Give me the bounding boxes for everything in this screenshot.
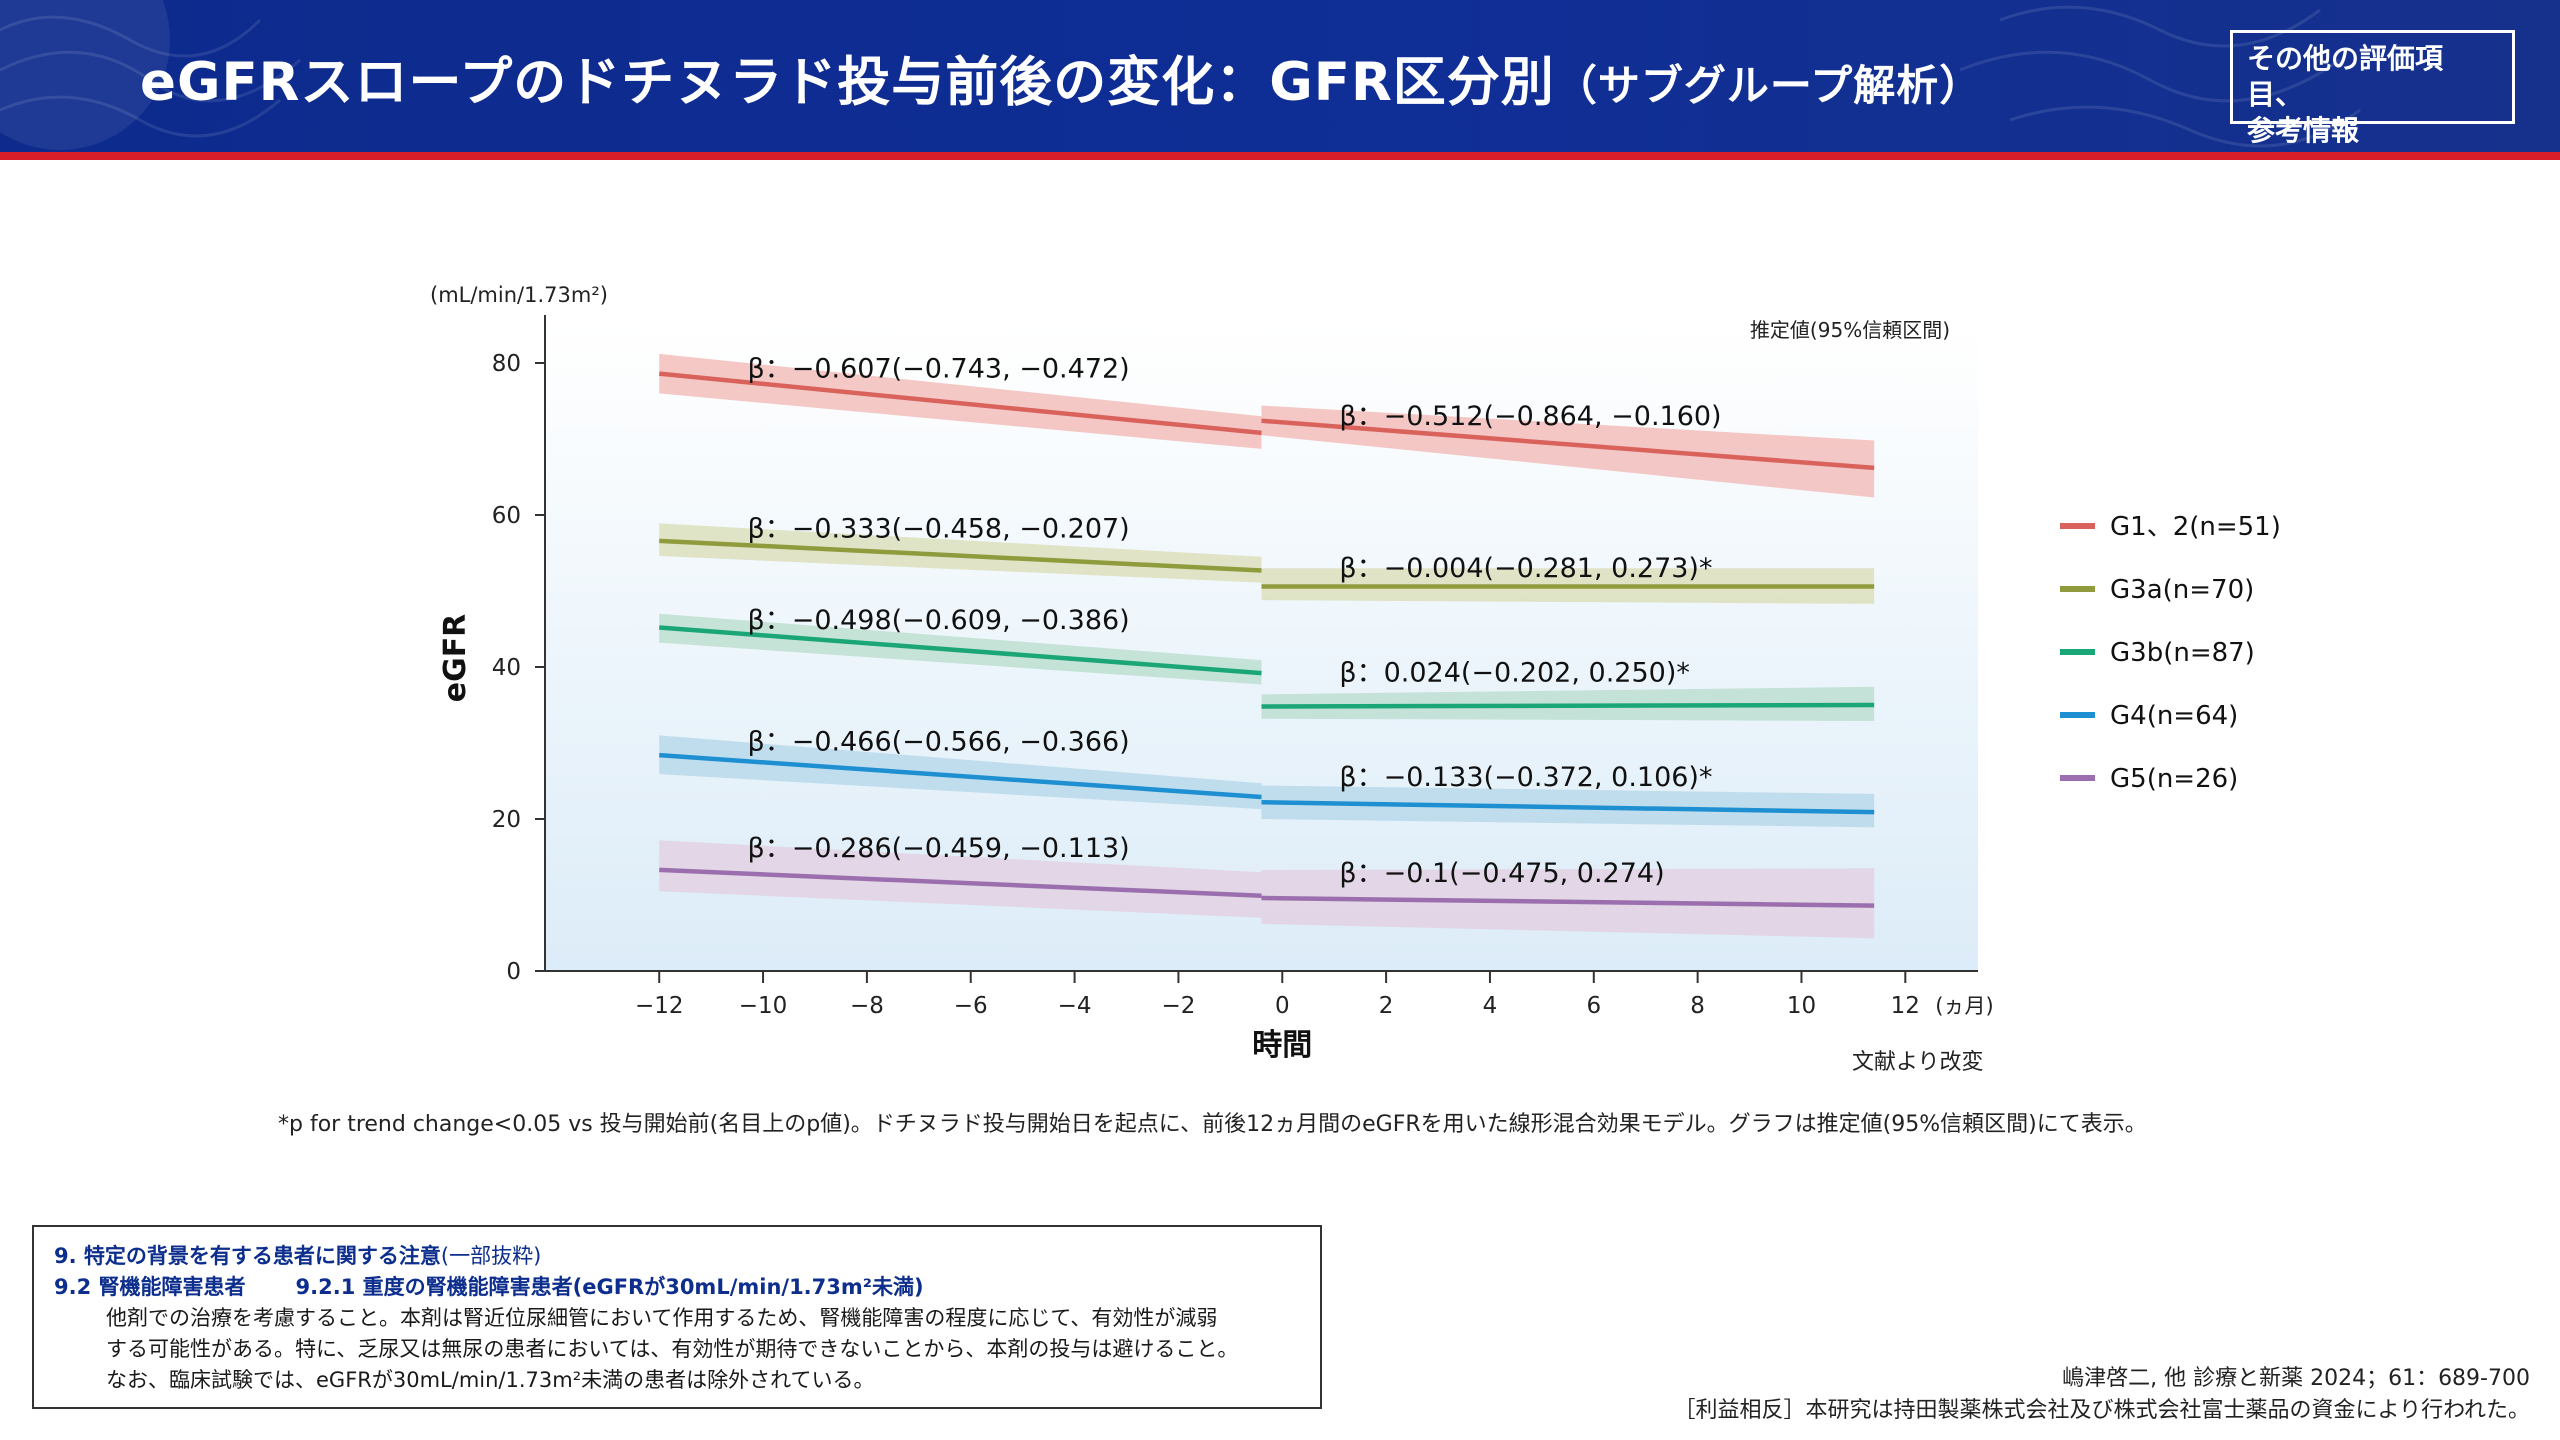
slope-label-post: β：−0.133(−0.372, 0.106)* xyxy=(1339,762,1712,793)
x-tick-label: 12 xyxy=(1891,993,1920,1019)
header-bar: eGFRスロープのドチヌラド投与前後の変化：GFR区分別（サブグループ解析） そ… xyxy=(0,0,2560,152)
y-unit-label: (mL/min/1.73m²) xyxy=(430,283,608,307)
caution-text-line: なお、臨床試験では、eGFRが30mL/min/1.73m²未満の患者は除外され… xyxy=(106,1368,875,1392)
ci-band-post xyxy=(1261,405,1875,498)
slope-label-post: β：−0.512(−0.864, −0.160) xyxy=(1339,401,1721,432)
ci-band-pre xyxy=(659,735,1262,810)
series-line-post xyxy=(1261,418,1875,471)
estimate-note: 推定値(95%信頼区間) xyxy=(1750,318,1950,342)
legend-label: G3b(n=87) xyxy=(2110,638,2255,668)
slope-label-post: β：−0.004(−0.281, 0.273)* xyxy=(1339,553,1712,584)
x-tick-label: 8 xyxy=(1690,993,1705,1019)
page-title: eGFRスロープのドチヌラド投与前後の変化：GFR区分別（サブグループ解析） xyxy=(140,52,1983,113)
wave-pattern-decoration xyxy=(0,0,2361,150)
x-tick-label: −2 xyxy=(1161,993,1195,1019)
series-line-post xyxy=(1261,702,1875,709)
y-tick-label: 40 xyxy=(492,655,521,681)
x-axis-label: 時間 xyxy=(1252,1028,1312,1063)
x-tick-label: −10 xyxy=(739,993,788,1019)
x-tick-label: 0 xyxy=(1275,993,1290,1019)
caution-text-line: 他剤での治療を考慮すること。本剤は腎近位尿細管において作用するため、腎機能障害の… xyxy=(106,1306,1218,1330)
legend-label: G3a(n=70) xyxy=(2110,575,2254,605)
caution-heading: 9. 特定の背景を有する患者に関する注意(一部抜粋) xyxy=(54,1244,542,1268)
x-tick-label: −4 xyxy=(1058,993,1092,1019)
series-line-pre xyxy=(659,752,1262,800)
series-line-post xyxy=(1261,895,1875,908)
slope-label-pre: β：−0.498(−0.609, −0.386) xyxy=(747,605,1129,636)
x-tick-label: 4 xyxy=(1483,993,1498,1019)
conflict-of-interest: ［利益相反］本研究は持田製薬株式会社及び株式会社富士薬品の資金により行われた。 xyxy=(1673,1398,2530,1423)
reference: 嶋津啓二, 他 診療と新薬 2024；61：689-700 ［利益相反］本研究は… xyxy=(1674,1363,2530,1427)
y-axis-label: eGFR xyxy=(438,614,473,703)
y-tick-label: 80 xyxy=(492,351,521,377)
slope-label-post: β：−0.1(−0.475, 0.274) xyxy=(1339,858,1664,889)
reference-citation: 嶋津啓二, 他 診療と新薬 2024；61：689-700 xyxy=(2062,1366,2530,1391)
slope-label-pre: β：−0.607(−0.743, −0.472) xyxy=(747,353,1129,384)
x-tick-label: −8 xyxy=(850,993,884,1019)
series-line-pre xyxy=(659,867,1262,899)
footnote: *p for trend change<0.05 vs 投与開始前(名目上のp値… xyxy=(278,1112,2147,1137)
y-tick-label: 20 xyxy=(492,807,521,833)
legend-label: G4(n=64) xyxy=(2110,701,2238,731)
slope-label-post: β：0.024(−0.202, 0.250)* xyxy=(1339,657,1689,688)
series-line-pre xyxy=(659,538,1262,573)
x-tick-label: 10 xyxy=(1787,993,1816,1019)
ci-band-pre xyxy=(659,840,1262,918)
series-line-post xyxy=(1261,800,1875,815)
y-tick-label: 0 xyxy=(506,959,521,985)
series-line-pre xyxy=(659,371,1262,436)
caution-box: 9. 特定の背景を有する患者に関する注意(一部抜粋) 9.2 腎機能障害患者 9.… xyxy=(32,1225,1322,1409)
egfr-slope-chart: 0 20 40 60 80 −12 −10 −8 −6 −4 −2 0 2 4 6 8 10 12 (ヵ月) 時間 eG… xyxy=(430,283,2281,1063)
category-tag: その他の評価項目、 参考情報 xyxy=(2230,30,2515,147)
legend-label: G5(n=26) xyxy=(2110,764,2238,794)
slope-label-pre: β：−0.466(−0.566, −0.366) xyxy=(747,726,1129,757)
x-unit-label: (ヵ月) xyxy=(1935,994,1993,1018)
series-line-pre xyxy=(659,625,1262,676)
ci-band-pre xyxy=(659,523,1262,583)
x-tick-label: −12 xyxy=(635,993,684,1019)
legend-label: G1、2(n=51) xyxy=(2110,512,2281,542)
x-tick-label: 6 xyxy=(1586,993,1601,1019)
header-rule xyxy=(0,152,2560,160)
caution-subheading: 9.2 腎機能障害患者 9.2.1 重度の腎機能障害患者(eGFRが30mL/mi… xyxy=(54,1275,924,1299)
x-tick-label: −6 xyxy=(954,993,988,1019)
source-note: 文献より改変 xyxy=(1852,1050,1984,1075)
x-tick-label: 2 xyxy=(1379,993,1394,1019)
caution-text-line: する可能性がある。特に、乏尿又は無尿の患者においては、有効性が期待できないことか… xyxy=(106,1337,1239,1361)
slope-label-pre: β：−0.333(−0.458, −0.207) xyxy=(747,514,1129,545)
y-tick-label: 60 xyxy=(492,503,521,529)
slope-label-pre: β：−0.286(−0.459, −0.113) xyxy=(747,833,1129,864)
